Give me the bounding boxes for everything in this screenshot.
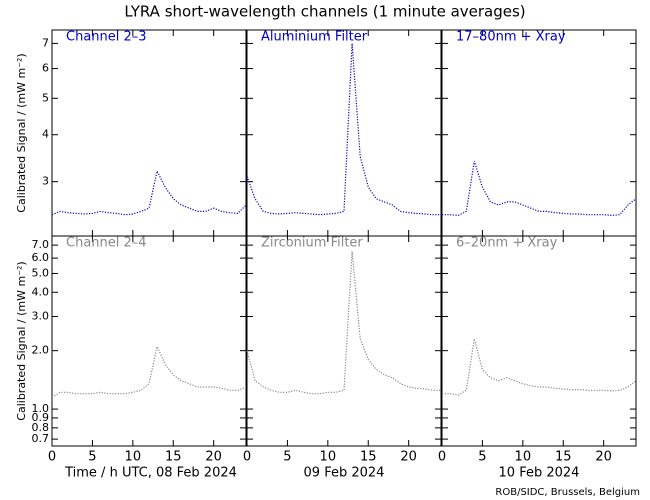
- x-tick-label: 20: [205, 450, 222, 465]
- x-axis-label: 10 Feb 2024: [499, 466, 580, 481]
- x-tick-label: 0: [243, 450, 251, 465]
- x-tick-label: 10: [515, 450, 532, 465]
- chart-title: LYRA short-wavelength channels (1 minute…: [124, 3, 525, 21]
- data-line: [246, 43, 441, 216]
- y-tick-label: 5.0: [32, 266, 50, 279]
- y-tick-label: 3.0: [32, 310, 50, 323]
- panel-frame: [441, 235, 637, 447]
- y-tick-label: 6.0: [32, 251, 50, 264]
- panel-label: Aluminium Filter: [261, 30, 368, 45]
- panel-label: Channel 2–4: [66, 236, 147, 251]
- panel-label: 6–20nm + Xray: [456, 236, 558, 251]
- panel-label: Channel 2–3: [66, 30, 147, 45]
- y-axis-label: Calibrated Signal / (mW m⁻²): [15, 53, 28, 212]
- panel-label: Zirconium Filter: [261, 236, 363, 251]
- x-tick-label: 15: [165, 450, 182, 465]
- panel-label: 17–80nm + Xray: [456, 30, 566, 45]
- x-tick-label: 0: [438, 450, 446, 465]
- x-tick-label: 15: [555, 450, 572, 465]
- panel-frame: [51, 235, 247, 447]
- y-tick-label: 4.0: [32, 285, 50, 298]
- y-tick-label: 2.0: [32, 344, 50, 357]
- credit: ROB/SIDC, Brussels, Belgium: [495, 487, 640, 498]
- data-line: [442, 161, 637, 217]
- y-tick-label: 7: [42, 36, 49, 49]
- x-tick-label: 15: [360, 450, 377, 465]
- y-axis-label: Calibrated Signal / (mW m⁻²): [15, 261, 28, 420]
- x-tick-label: 5: [283, 450, 291, 465]
- x-tick-label: 5: [88, 450, 96, 465]
- x-tick-label: 10: [320, 450, 337, 465]
- x-axis-label: 09 Feb 2024: [304, 466, 385, 481]
- x-tick-label: 20: [595, 450, 612, 465]
- data-line: [51, 169, 247, 216]
- y-tick-label: 3: [42, 175, 49, 188]
- x-axis-label: Time / h UTC, 08 Feb 2024: [64, 466, 237, 481]
- y-tick-label: 0.9: [32, 411, 50, 424]
- x-tick-label: 5: [478, 450, 486, 465]
- y-tick-label: 6: [42, 62, 49, 75]
- x-tick-label: 10: [125, 450, 142, 465]
- y-tick-label: 7.0: [32, 238, 50, 251]
- y-tick-label: 1.0: [32, 402, 50, 415]
- y-tick-label: 5: [42, 91, 49, 104]
- x-tick-label: 0: [48, 450, 56, 465]
- y-tick-label: 4: [42, 128, 49, 141]
- x-tick-label: 20: [400, 450, 417, 465]
- panel-frame: [246, 235, 442, 447]
- y-tick-label: 0.7: [32, 432, 50, 445]
- y-tick-label: 0.8: [32, 421, 50, 434]
